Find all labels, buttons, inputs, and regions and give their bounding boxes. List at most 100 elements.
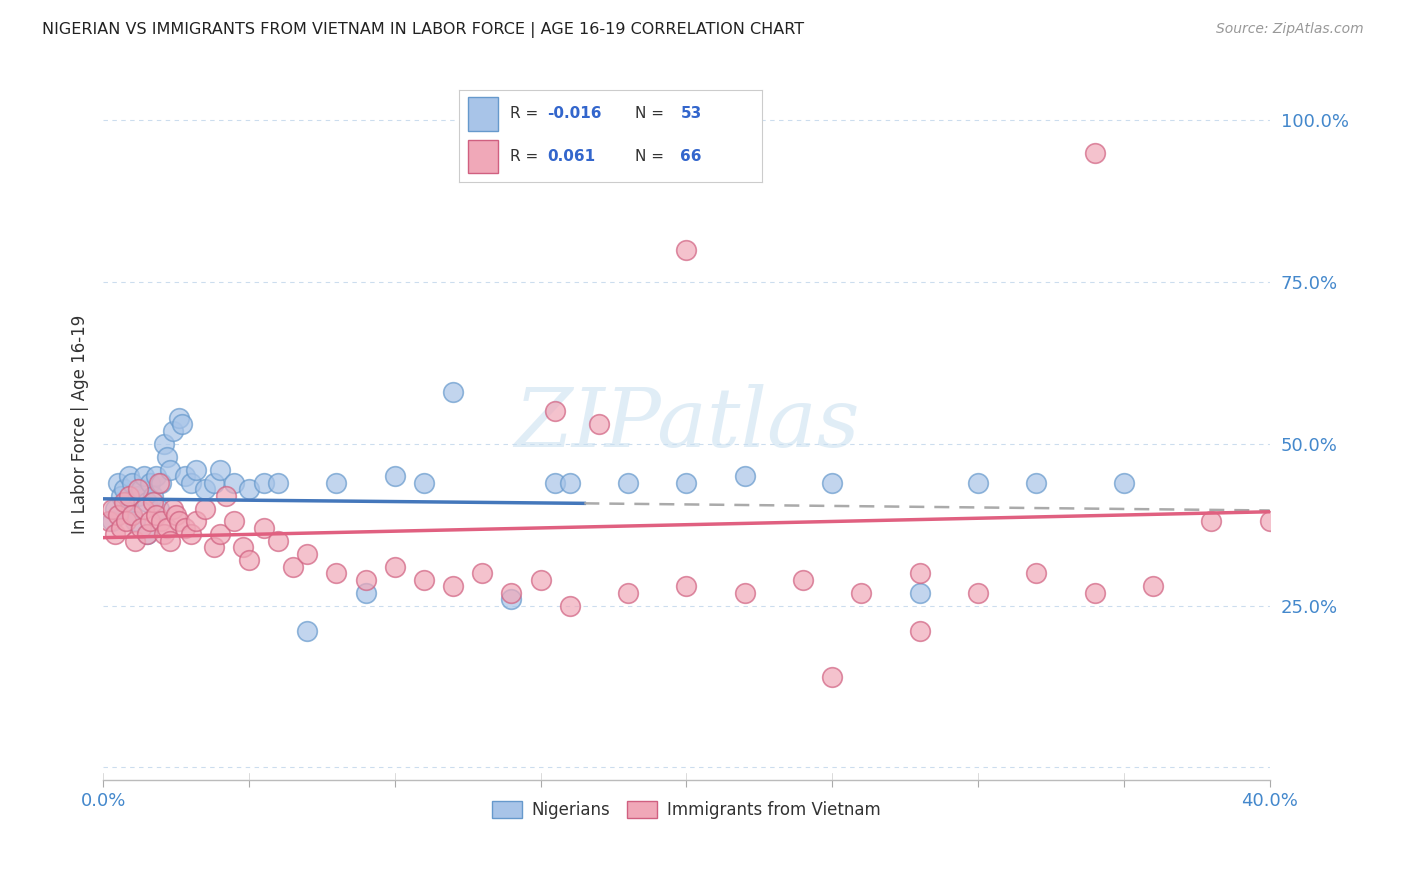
Point xyxy=(135,527,157,541)
Point xyxy=(297,547,319,561)
Y-axis label: In Labor Force | Age 16-19: In Labor Force | Age 16-19 xyxy=(72,315,89,534)
Point xyxy=(101,501,124,516)
Point xyxy=(121,475,143,490)
Point xyxy=(148,501,170,516)
Point xyxy=(153,437,176,451)
Point xyxy=(529,573,551,587)
Point xyxy=(675,475,697,490)
Point xyxy=(908,566,931,581)
Point xyxy=(967,475,990,490)
Point xyxy=(384,469,406,483)
Point xyxy=(544,404,567,418)
Point xyxy=(156,450,179,464)
Point xyxy=(186,463,208,477)
Point xyxy=(224,515,246,529)
Text: Source: ZipAtlas.com: Source: ZipAtlas.com xyxy=(1216,22,1364,37)
Point xyxy=(129,482,152,496)
Point xyxy=(194,501,217,516)
Point xyxy=(471,566,494,581)
Point xyxy=(202,541,225,555)
Point xyxy=(908,624,931,639)
Point xyxy=(112,495,135,509)
Point xyxy=(441,385,464,400)
Point xyxy=(167,411,190,425)
Point xyxy=(156,521,179,535)
Point xyxy=(159,533,181,548)
Point xyxy=(118,469,141,483)
Point xyxy=(165,508,187,522)
Point xyxy=(150,515,173,529)
Point xyxy=(101,515,124,529)
Point xyxy=(173,521,195,535)
Point xyxy=(107,475,129,490)
Point xyxy=(110,521,132,535)
Point xyxy=(97,515,120,529)
Point xyxy=(148,475,170,490)
Point xyxy=(675,243,697,257)
Point xyxy=(115,515,138,529)
Point xyxy=(112,482,135,496)
Point xyxy=(186,515,208,529)
Point xyxy=(1142,579,1164,593)
Point xyxy=(167,515,190,529)
Point xyxy=(170,417,193,432)
Point xyxy=(129,521,152,535)
Point xyxy=(544,475,567,490)
Point xyxy=(124,515,146,529)
Point xyxy=(104,501,127,516)
Point xyxy=(121,508,143,522)
Point xyxy=(173,469,195,483)
Point xyxy=(142,489,165,503)
Point xyxy=(118,489,141,503)
Point xyxy=(354,573,377,587)
Point xyxy=(851,585,873,599)
Point xyxy=(121,508,143,522)
Point xyxy=(132,469,155,483)
Point xyxy=(1084,145,1107,160)
Point xyxy=(127,489,149,503)
Point xyxy=(238,482,260,496)
Point xyxy=(792,573,814,587)
Point xyxy=(194,482,217,496)
Point xyxy=(325,566,347,581)
Point xyxy=(821,670,844,684)
Point xyxy=(617,475,640,490)
Point xyxy=(252,521,274,535)
Point xyxy=(104,527,127,541)
Point xyxy=(1084,585,1107,599)
Point xyxy=(588,417,610,432)
Point xyxy=(150,475,173,490)
Point xyxy=(202,475,225,490)
Point xyxy=(908,585,931,599)
Point xyxy=(110,489,132,503)
Point xyxy=(107,508,129,522)
Point xyxy=(297,624,319,639)
Point xyxy=(159,463,181,477)
Point xyxy=(558,475,581,490)
Point xyxy=(180,475,202,490)
Point xyxy=(145,469,167,483)
Point xyxy=(281,559,304,574)
Point xyxy=(413,475,436,490)
Point xyxy=(1025,475,1047,490)
Point xyxy=(145,508,167,522)
Point xyxy=(354,585,377,599)
Point xyxy=(675,579,697,593)
Point xyxy=(384,559,406,574)
Point xyxy=(1201,515,1223,529)
Point xyxy=(967,585,990,599)
Point xyxy=(1258,515,1281,529)
Point xyxy=(734,585,756,599)
Point xyxy=(127,482,149,496)
Point xyxy=(135,527,157,541)
Point xyxy=(267,533,290,548)
Point xyxy=(180,527,202,541)
Point xyxy=(162,501,184,516)
Point xyxy=(124,533,146,548)
Text: NIGERIAN VS IMMIGRANTS FROM VIETNAM IN LABOR FORCE | AGE 16-19 CORRELATION CHART: NIGERIAN VS IMMIGRANTS FROM VIETNAM IN L… xyxy=(42,22,804,38)
Point xyxy=(441,579,464,593)
Point xyxy=(1112,475,1135,490)
Point xyxy=(132,501,155,516)
Point xyxy=(413,573,436,587)
Point xyxy=(734,469,756,483)
